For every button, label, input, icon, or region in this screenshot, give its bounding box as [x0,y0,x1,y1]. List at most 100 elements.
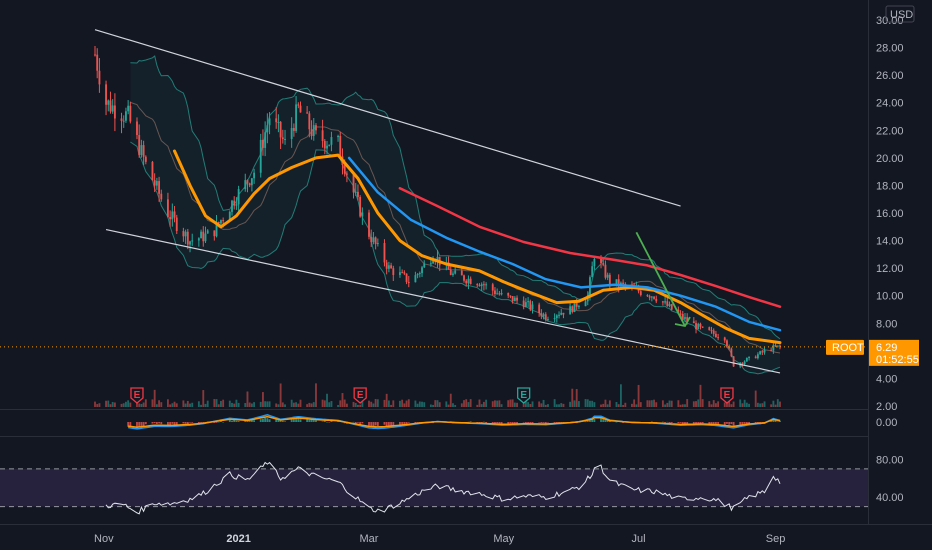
candle-body[interactable] [407,281,410,283]
candle-body[interactable] [593,258,596,267]
candle-body[interactable] [343,165,346,174]
candle-body[interactable] [480,284,483,287]
channel-upper-line[interactable] [94,29,681,207]
earnings-marker[interactable] [517,387,531,404]
candle-body[interactable] [575,301,578,307]
candle-body[interactable] [423,263,426,268]
candle-body[interactable] [200,231,202,239]
candle-body[interactable] [266,125,269,133]
candle-body[interactable] [756,354,759,359]
candle-body[interactable] [191,240,194,242]
candle-body[interactable] [745,357,748,362]
candle-body[interactable] [476,284,479,286]
candle-body[interactable] [153,180,156,186]
candle-body[interactable] [754,356,757,359]
candle-body[interactable] [281,137,284,140]
candle-body[interactable] [166,199,169,218]
candle-body[interactable] [573,301,576,313]
candle-body[interactable] [500,293,503,295]
candle-body[interactable] [328,144,331,146]
candle-body[interactable] [681,314,684,319]
candle-body[interactable] [699,323,702,327]
candle-body[interactable] [604,264,607,278]
candle-body[interactable] [714,333,717,338]
candle-body[interactable] [392,268,395,275]
candle-body[interactable] [695,323,697,330]
candle-body[interactable] [779,345,781,347]
candle-body[interactable] [105,84,107,105]
candle-body[interactable] [171,211,174,220]
candle-body[interactable] [109,100,112,112]
candle-body[interactable] [259,139,262,173]
candle-body[interactable] [354,191,357,193]
candle-body[interactable] [653,296,655,299]
candle-body[interactable] [460,270,463,276]
candle-body[interactable] [323,140,326,149]
candle-body[interactable] [306,112,309,114]
earnings-marker[interactable] [353,387,367,404]
candle-body[interactable] [650,296,653,298]
candle-body[interactable] [127,105,130,112]
candle-body[interactable] [679,313,682,315]
candle-body[interactable] [268,118,271,126]
candle-body[interactable] [421,267,423,274]
candle-body[interactable] [666,301,669,307]
candle-body[interactable] [544,314,547,320]
candle-body[interactable] [730,348,733,357]
candle-body[interactable] [513,297,516,302]
candle-body[interactable] [646,295,649,297]
candle-body[interactable] [465,280,468,284]
candle-body[interactable] [390,265,393,269]
candle-body[interactable] [292,128,295,131]
candle-body[interactable] [312,125,315,136]
candle-body[interactable] [661,301,664,303]
candle-body[interactable] [686,317,689,322]
candle-body[interactable] [708,327,711,331]
candle-body[interactable] [569,306,572,315]
currency-box[interactable] [885,5,915,23]
candle-body[interactable] [186,231,189,245]
candle-body[interactable] [184,231,187,237]
candle-body[interactable] [310,129,313,136]
candle-body[interactable] [697,323,700,330]
candle-body[interactable] [206,230,209,234]
candle-body[interactable] [220,220,222,224]
candle-body[interactable] [571,306,574,313]
candle-body[interactable] [496,293,499,295]
candle-body[interactable] [151,161,154,181]
candle-body[interactable] [591,266,594,278]
candle-body[interactable] [639,291,642,296]
candle-body[interactable] [277,121,280,123]
candle-body[interactable] [315,125,317,131]
candle-body[interactable] [728,346,731,349]
candle-body[interactable] [244,180,247,190]
candle-body[interactable] [321,130,324,141]
candle-body[interactable] [339,135,342,157]
candle-body[interactable] [111,105,114,112]
candle-body[interactable] [246,180,249,184]
candle-body[interactable] [290,128,293,139]
candle-body[interactable] [144,156,147,162]
candle-body[interactable] [772,345,775,351]
candle-body[interactable] [414,275,417,283]
candle-body[interactable] [498,293,501,295]
candle-body[interactable] [173,211,176,218]
candle-body[interactable] [516,297,518,301]
candle-body[interactable] [710,330,713,332]
candle-body[interactable] [284,138,286,140]
candle-body[interactable] [723,337,726,341]
candle-body[interactable] [774,345,777,347]
candle-body[interactable] [670,304,673,310]
candle-body[interactable] [182,231,185,237]
candle-body[interactable] [403,272,406,274]
candle-body[interactable] [418,273,421,275]
earnings-marker[interactable] [720,387,734,404]
candle-body[interactable] [376,243,379,245]
candle-body[interactable] [120,118,123,121]
candle-body[interactable] [264,132,267,148]
candle-body[interactable] [299,105,302,113]
candle-body[interactable] [374,237,377,245]
candle-body[interactable] [511,296,514,302]
candle-body[interactable] [399,272,401,275]
candle-body[interactable] [449,269,452,275]
